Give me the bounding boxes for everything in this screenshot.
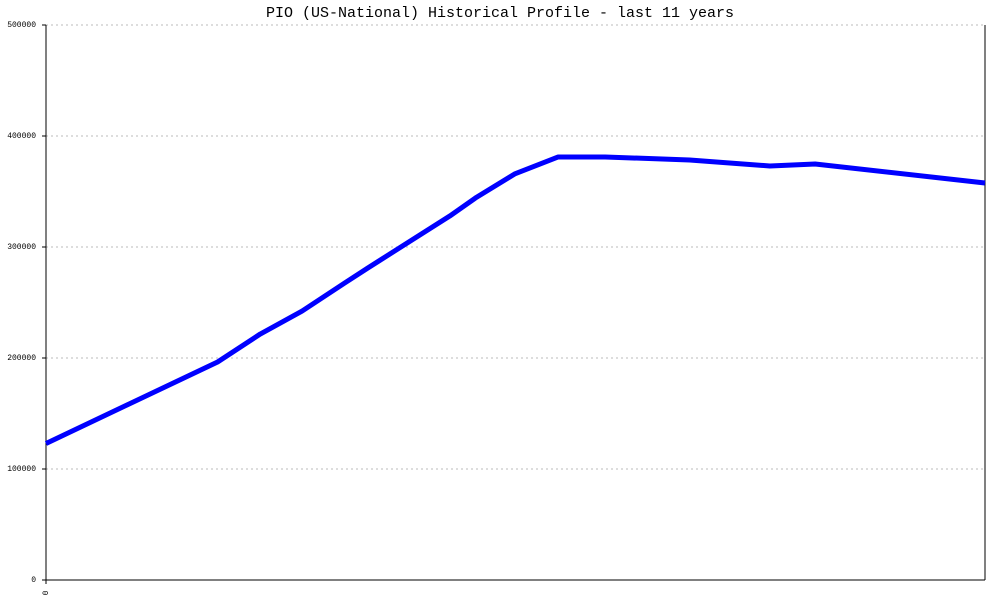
y-tick-label: 300000 [7,243,36,252]
y-tick-label: 400000 [7,132,36,141]
y-tick-label: 200000 [7,354,36,363]
y-tick-label: 500000 [7,21,36,30]
x-tick-label: 0 [42,590,51,595]
chart-title: PIO (US-National) Historical Profile - l… [266,5,734,22]
y-tick-label: 0 [31,576,36,585]
y-tick-label: 100000 [7,465,36,474]
data-line [44,154,986,446]
